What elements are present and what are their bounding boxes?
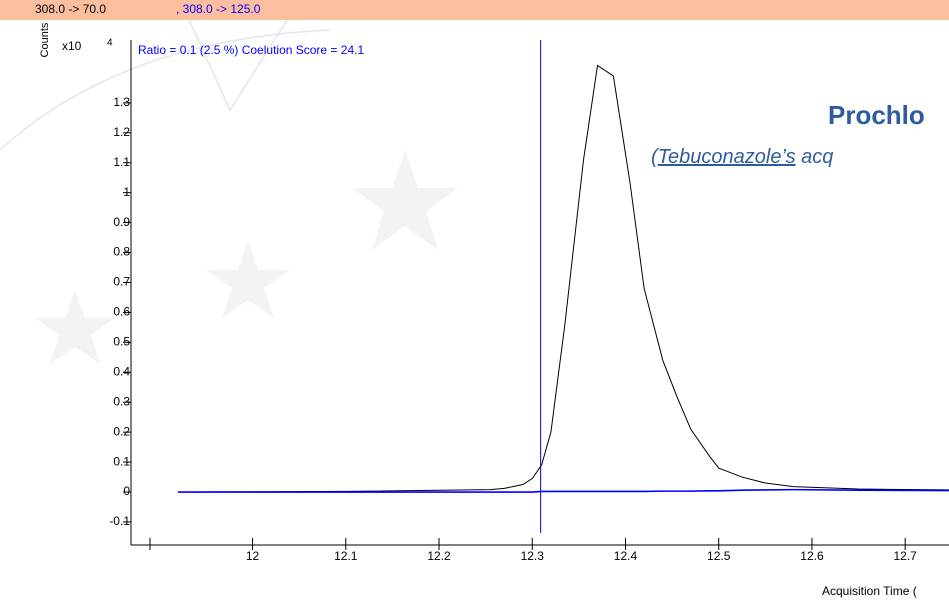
- watermark-arc: [0, 29, 331, 151]
- watermark: [0, 0, 331, 151]
- watermark-shape: [179, 0, 301, 112]
- header-bar: [0, 0, 949, 20]
- y-tick-label: 0.7: [113, 275, 130, 289]
- x-tick-label: 12.5: [707, 549, 731, 563]
- series-line: [177, 64, 949, 493]
- chart-subtitle: (Tebuconazole’s acq: [651, 146, 833, 168]
- x-tick-label: 12.7: [894, 549, 918, 563]
- y-scale-exponent: 4: [107, 38, 113, 49]
- y-tick-label: 1.2: [113, 125, 130, 139]
- x-tick-label: 12.4: [614, 549, 638, 563]
- y-tick-label: 0.2: [113, 424, 130, 438]
- x-tick-label: 12: [246, 549, 260, 563]
- y-tick-label: 1: [123, 185, 130, 199]
- y-scale-base: x10: [62, 39, 82, 53]
- y-tick-label: 1.3: [113, 95, 130, 109]
- y-tick-label: 0.8: [113, 245, 130, 259]
- x-tick-label: 12.3: [521, 549, 545, 563]
- legend-entry: 308.0 -> 70.0: [35, 2, 106, 16]
- watermark-star: [352, 150, 458, 250]
- x-tick-label: 12.2: [427, 549, 451, 563]
- watermark-star: [35, 290, 115, 364]
- watermark-stars: [35, 150, 458, 364]
- y-tick-label: 0.6: [113, 305, 130, 319]
- y-tick-label: 1.1: [113, 155, 130, 169]
- legend-entry: , 308.0 -> 125.0: [176, 2, 261, 16]
- y-tick-label: 0.3: [113, 394, 130, 408]
- x-tick-label: 12.1: [334, 549, 358, 563]
- subtitle-link: Tebuconazole’s: [658, 146, 796, 168]
- annotation: Ratio = 0.1 (2.5 %) Coelution Score = 24…: [138, 43, 364, 57]
- y-tick-label: 0.4: [113, 364, 130, 378]
- y-tick-label: 0.1: [113, 454, 130, 468]
- y-axis-label: Counts: [39, 22, 51, 57]
- watermark-star: [206, 240, 290, 318]
- y-tick-label: 0.5: [113, 335, 130, 349]
- series-line: [177, 488, 949, 493]
- y-tick-label: -0.1: [109, 514, 130, 528]
- subtitle-part: acq: [796, 146, 834, 168]
- chart-title: Prochlo: [828, 100, 925, 130]
- subtitle-part: (: [651, 146, 660, 168]
- x-axis-label: Acquisition Time (: [822, 584, 917, 598]
- y-tick-label: 0.9: [113, 215, 130, 229]
- y-tick-label: 0: [123, 484, 130, 498]
- x-tick-label: 12.6: [800, 549, 824, 563]
